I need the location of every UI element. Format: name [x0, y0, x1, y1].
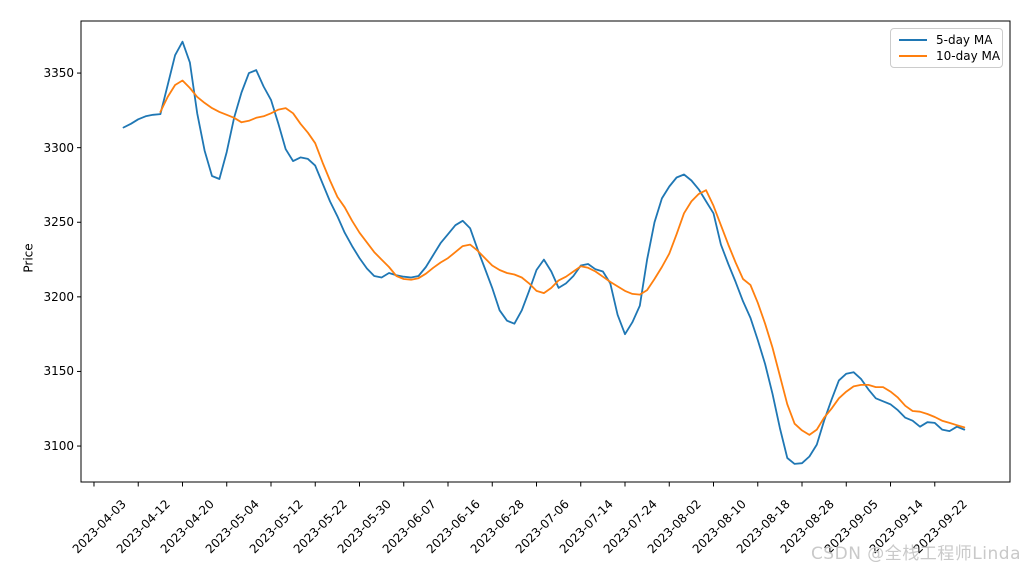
y-tick-label: 3200	[43, 289, 74, 304]
legend-label-10day: 10-day MA	[936, 49, 1001, 63]
ma10-line	[159, 79, 966, 436]
legend-item-10day-ma: 10-day MA	[899, 48, 1000, 64]
y-tick-label: 3300	[43, 140, 74, 155]
axes-frame	[80, 20, 1011, 483]
legend: 5-day MA 10-day MA	[890, 28, 1003, 68]
y-tick-label: 3100	[43, 439, 74, 454]
legend-label-5day: 5-day MA	[936, 33, 993, 47]
y-tick-label: 3250	[43, 215, 74, 230]
legend-item-5day-ma: 5-day MA	[899, 32, 994, 48]
y-tick-label: 3350	[43, 66, 74, 81]
legend-line-sample-10day	[899, 55, 927, 57]
y-axis-label: Price	[21, 243, 36, 273]
legend-line-sample-5day	[899, 39, 927, 41]
ma5-line	[122, 40, 966, 465]
y-tick-label: 3150	[43, 364, 74, 379]
watermark: CSDN @全栈工程师Linda	[810, 544, 1021, 564]
